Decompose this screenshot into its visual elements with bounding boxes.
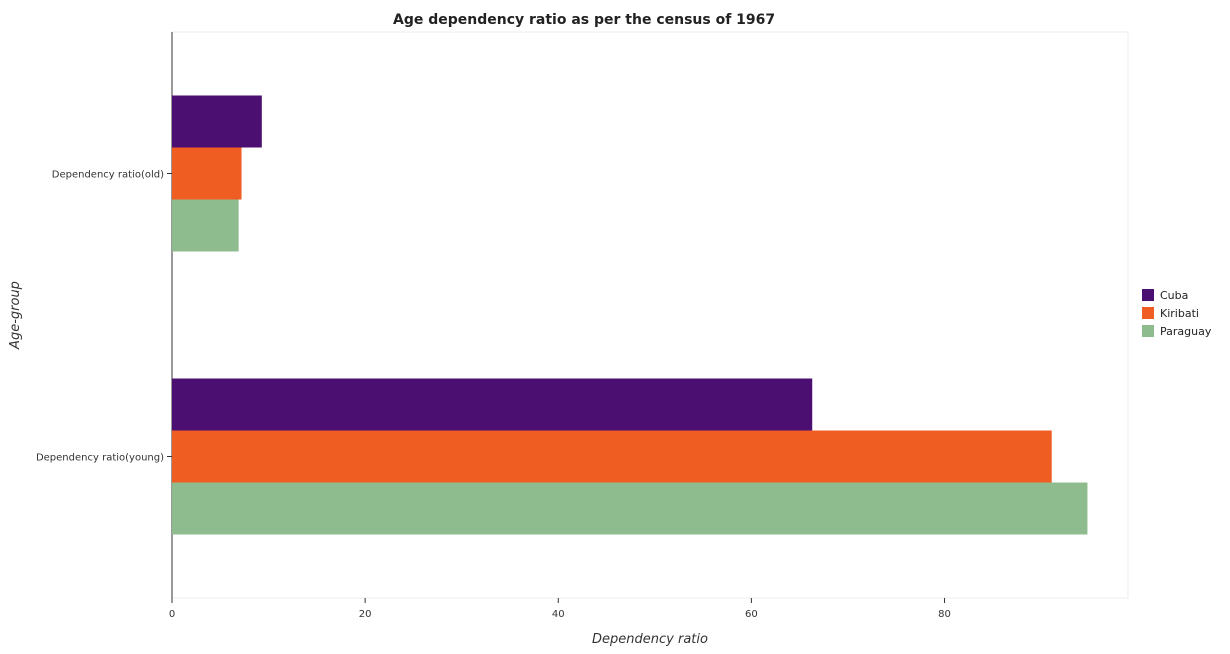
bar-paraguay-young [172,482,1088,535]
x-tick-label: 40 [552,609,565,620]
legend-swatch-cuba [1142,289,1154,301]
bar-paraguay-old [172,199,239,252]
y-tick-label: Dependency ratio(old) [52,170,164,181]
bars [172,95,1088,535]
bar-kiribati-young [172,430,1052,483]
legend-swatch-paraguay [1142,325,1154,337]
y-ticks: Dependency ratio(old) Dependency ratio(yo… [36,170,172,464]
y-axis-label: Age-group [8,281,23,350]
x-ticks: 0 20 40 60 80 [169,598,951,620]
y-tick-label: Dependency ratio(young) [36,453,164,464]
legend-label-kiribati: Kiribati [1160,307,1199,320]
x-tick-label: 0 [169,609,175,620]
chart-title: Age dependency ratio as per the census o… [393,12,775,28]
bar-cuba-young [172,378,813,431]
x-axis-label: Dependency ratio [592,632,708,647]
x-tick-label: 20 [359,609,372,620]
x-tick-label: 60 [745,609,758,620]
bar-cuba-old [172,95,262,148]
legend-label-paraguay: Paraguay [1160,325,1212,338]
legend-label-cuba: Cuba [1160,289,1188,302]
legend-swatch-kiribati [1142,307,1154,319]
bar-kiribati-old [172,147,242,200]
legend: Cuba Kiribati Paraguay [1142,289,1212,338]
x-tick-label: 80 [938,609,951,620]
